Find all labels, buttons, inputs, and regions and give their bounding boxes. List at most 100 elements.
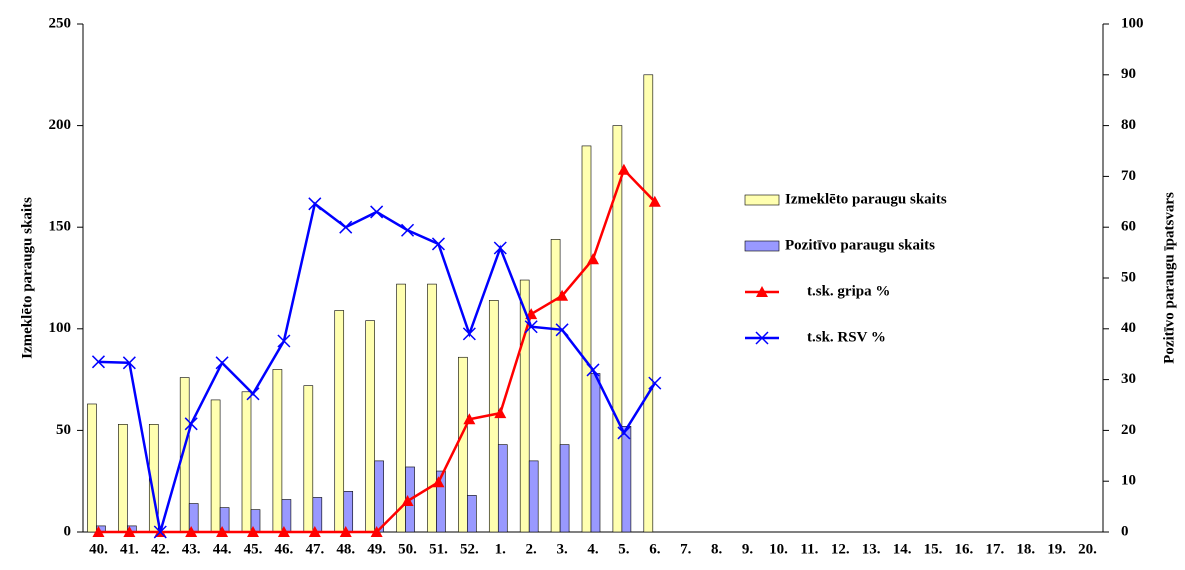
legend-marker: [756, 286, 768, 297]
point: [617, 426, 631, 440]
point: [247, 526, 259, 537]
bar: [396, 283, 406, 533]
x-tick-label: 14.: [893, 541, 912, 557]
x-tick-label: 46.: [275, 541, 294, 557]
point: [462, 327, 476, 341]
x-tick-label: 43.: [182, 541, 201, 557]
point: [123, 526, 136, 537]
x-tick-label: 20.: [1078, 541, 1097, 557]
bar: [343, 491, 354, 533]
x-tick-label: 52.: [460, 541, 479, 557]
x-tick-label: 50.: [398, 541, 417, 557]
bar: [467, 495, 477, 533]
y-tick-label: 100: [49, 320, 72, 336]
bar: [118, 424, 128, 533]
y-tick-label: 150: [49, 219, 72, 235]
bar: [436, 470, 446, 533]
bar: [272, 369, 283, 533]
point: [92, 526, 105, 537]
x-tick-label: 18.: [1016, 541, 1035, 557]
point: [277, 334, 291, 348]
point: [370, 205, 384, 219]
bar: [581, 145, 592, 533]
bar: [210, 399, 221, 533]
x-tick-label: 8.: [711, 541, 723, 557]
x-tick-label: 7.: [680, 541, 692, 557]
y-tick-label: 50: [56, 422, 71, 438]
point: [401, 495, 414, 507]
point: [431, 237, 445, 251]
x-tick-label: 48.: [336, 541, 355, 557]
bar: [241, 391, 252, 533]
y-tick-label: 0: [64, 523, 72, 539]
bar: [312, 497, 323, 533]
point: [91, 355, 105, 369]
point: [401, 223, 415, 237]
x-tick-label: 9.: [742, 541, 754, 557]
point: [277, 526, 290, 537]
point: [246, 387, 260, 401]
point: [555, 323, 569, 337]
x-tick-label: 2.: [526, 541, 538, 557]
y-axis-label: Izmeklēto paraugu skaits: [19, 197, 35, 359]
point: [648, 376, 662, 390]
point: [216, 526, 229, 537]
point: [122, 356, 136, 370]
point: [648, 195, 661, 207]
point: [339, 220, 353, 234]
y2-tick-label: 80: [1121, 117, 1136, 133]
bar: [303, 385, 314, 533]
y2-tick-label: 20: [1121, 422, 1136, 438]
point: [184, 417, 198, 431]
x-tick-label: 44.: [213, 541, 232, 557]
point: [587, 253, 599, 265]
x-tick-label: 41.: [120, 541, 139, 557]
bar: [621, 426, 632, 533]
x-tick-label: 6.: [649, 541, 661, 557]
legend-label: Pozitīvo paraugu skaits: [785, 237, 935, 253]
bar: [590, 373, 601, 533]
point: [308, 197, 322, 211]
x-tick-label: 17.: [985, 541, 1004, 557]
point: [215, 356, 229, 370]
legend-swatch: [744, 194, 780, 206]
y2-tick-label: 30: [1121, 371, 1136, 387]
point: [370, 526, 383, 537]
y2-tick-label: 0: [1121, 523, 1129, 539]
bar: [281, 499, 292, 533]
legend-label: Izmeklēto paraugu skaits: [785, 191, 947, 207]
x-tick-label: 49.: [367, 541, 386, 557]
point: [185, 526, 198, 537]
bar: [497, 444, 508, 533]
point: [524, 320, 538, 334]
bar: [87, 403, 97, 533]
point: [339, 526, 352, 537]
y2-tick-label: 90: [1121, 66, 1136, 82]
bar: [528, 460, 539, 533]
point: [493, 241, 507, 255]
bar: [643, 74, 654, 533]
legend-label: t.sk. RSV %: [807, 329, 886, 345]
x-tick-label: 45.: [244, 541, 263, 557]
x-tick-label: 1.: [495, 541, 507, 557]
x-tick-label: 11.: [800, 541, 818, 557]
x-tick-label: 13.: [862, 541, 881, 557]
x-tick-label: 19.: [1047, 541, 1066, 557]
bar: [559, 444, 570, 533]
point: [432, 476, 445, 488]
y-tick-label: 200: [49, 117, 72, 133]
x-tick-label: 12.: [831, 541, 850, 557]
legend-label: t.sk. gripa %: [807, 283, 890, 299]
y2-axis-label: Pozitīvo paraugu īpatsvars: [1161, 192, 1177, 364]
y2-tick-label: 60: [1121, 219, 1136, 235]
point: [586, 363, 600, 377]
bar: [612, 125, 623, 533]
x-tick-label: 40.: [89, 541, 108, 557]
x-tick-label: 4.: [587, 541, 599, 557]
bar: [334, 310, 345, 533]
y2-tick-label: 50: [1121, 269, 1136, 285]
point: [617, 163, 630, 175]
point: [153, 525, 167, 539]
bar: [365, 320, 375, 533]
bar: [458, 356, 468, 533]
